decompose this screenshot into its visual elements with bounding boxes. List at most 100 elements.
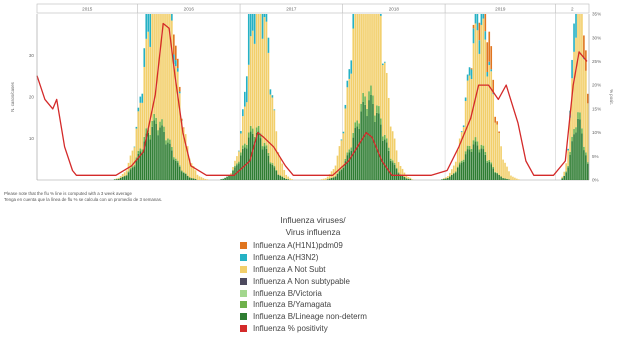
bar-byam [176,160,179,163]
bar-notsubt [261,38,264,147]
bar-byam [458,162,461,165]
bar-bnd [399,174,402,180]
bar-notsubt [123,172,126,177]
bar-h3n2 [468,67,471,76]
year-separators [37,13,589,181]
bar-notsubt [486,76,489,161]
year-header-band [36,3,590,14]
y-tick-label: 30 [29,53,35,58]
bar-bnd [452,173,455,180]
bar-byam [581,128,583,134]
bar-notsubt [117,177,120,179]
bar-bnd [350,150,353,180]
bar-bnd [441,179,443,180]
bar-h3n2 [350,60,353,74]
legend-item-pos: Influenza % positivity [240,323,478,335]
bar-byam [452,172,455,174]
bar-notsubt [565,163,567,172]
bar-byam [472,140,475,145]
bar-notsubt [245,102,248,145]
bar-bnd [474,141,477,180]
positivity-polyline [36,22,588,176]
bar-h1n1 [492,79,495,94]
bar-notsubt [451,169,453,175]
bar-h3n2 [244,91,246,107]
bar-notsubt [180,121,183,171]
bar-bnd [127,172,130,180]
bar-notsubt [141,102,144,150]
bar-bnd [277,174,280,180]
bar-notsubt [324,178,327,180]
bar-byam [184,173,187,174]
bar-notsubt [506,166,508,179]
bar-byam [182,172,185,173]
bar-bnd [265,148,268,180]
bar-h3n2 [484,31,487,40]
bar-notsubt [167,14,169,139]
bar-notsubt [236,156,238,164]
bar-bnd [496,173,498,180]
bar-bnd [169,143,171,180]
bar-byam [133,165,136,167]
bar-notsubt [188,158,191,178]
y-tick-label: 20 [29,95,35,100]
bar-notsubt [587,103,589,163]
bar-byam [261,146,264,150]
bar-h3n2 [490,69,493,72]
bar-bnd [161,125,163,180]
bar-bnd [281,176,284,180]
bar-h3n2 [149,14,151,47]
bar-byam [488,159,491,162]
bar-notsubt [320,179,323,180]
bar-notsubt [575,37,577,128]
bar-bnd [273,167,276,180]
bar-h3n2 [462,125,465,128]
bar-notsubt [206,179,209,180]
bar-bnd [143,141,146,180]
bar-byam [249,125,252,132]
bar-notsubt [232,166,234,170]
bar-byam [383,134,386,140]
bar-bnd [454,172,457,180]
legend-item-nonsub: Influenza A Non subtypable [240,275,478,287]
bar-byam [267,152,270,156]
bar-bnd [180,171,183,180]
bar-notsubt [285,174,288,179]
bar-notsubt [500,146,502,177]
bar-byam [464,151,467,155]
bar-bnd [445,178,447,180]
bar-bnd [383,139,386,180]
legend-label: Influenza A(H3N2) [253,253,319,263]
legend-item-byam: Influenza B/Yamagata [240,299,478,311]
bar-bnd [391,162,394,180]
bar-notsubt [283,169,286,178]
bar-h3n2 [472,28,475,44]
legend-swatch [240,265,247,273]
year-label: 2 [571,7,574,12]
bar-notsubt [510,175,512,180]
bar-bnd [242,148,244,180]
bar-bnd [583,150,585,180]
bar-bnd [275,170,278,180]
bar-byam [163,126,165,132]
bar-bnd [340,169,343,180]
bar-bnd [449,176,451,180]
bar-bnd [129,169,132,180]
bar-bnd [567,167,569,180]
bar-notsubt [478,53,481,150]
bar-bnd [364,104,366,180]
bar-notsubt [190,163,193,179]
bar-bnd [123,176,126,180]
bar-h1n1 [498,131,500,133]
bar-byam [484,152,487,155]
bar-byam [360,103,362,112]
bar-h3n2 [460,131,463,133]
bar-byam [129,168,132,170]
bar-notsubt [583,58,585,147]
bar-byam [169,139,171,144]
bar-bnd [279,175,282,180]
bar-bnd [157,135,159,180]
bar-byam [178,165,181,167]
bar-bnd [344,161,347,180]
bar-h3n2 [171,14,173,21]
